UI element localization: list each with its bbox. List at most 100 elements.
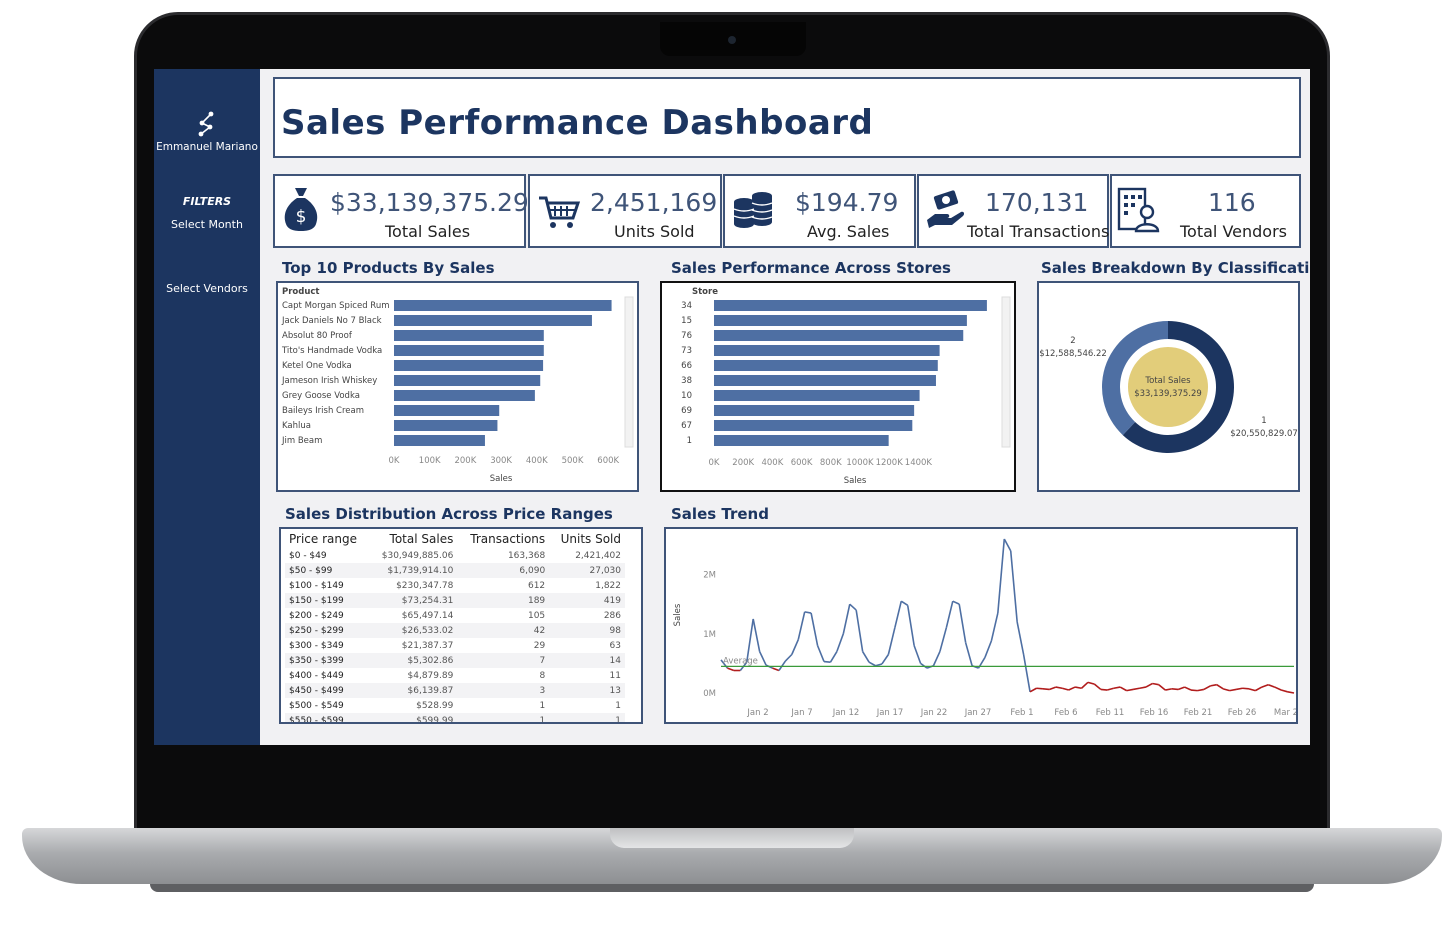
x-tick-label: Jan 27 <box>964 708 992 718</box>
trend-line-segment <box>829 651 838 663</box>
trend-line-segment <box>1254 686 1263 692</box>
price-ranges-title: Sales Distribution Across Price Ranges <box>285 505 613 523</box>
table-cell: 11 <box>609 670 621 681</box>
trend-line-segment <box>1009 550 1018 622</box>
y-tick-label: 1M <box>703 630 716 640</box>
trend-line-segment <box>1062 687 1069 691</box>
column-header[interactable]: Total Sales <box>389 532 454 546</box>
table-row: $400 - $449 $4,879.89 8 11 <box>285 668 625 683</box>
table-row: $50 - $99 $1,739,914.10 6,090 27,030 <box>285 563 625 578</box>
x-tick-label: Mar 2 <box>1274 708 1296 718</box>
table-cell: 612 <box>527 580 546 591</box>
trend-line-segment <box>1287 691 1295 694</box>
kpi-value: $33,139,375.29 <box>330 188 529 217</box>
x-tick-label: 0K <box>709 458 720 468</box>
page-title: Sales Performance Dashboard <box>281 103 874 143</box>
trend-line-segment <box>952 600 960 605</box>
x-tick-label: 1200K <box>876 458 904 468</box>
bar <box>394 360 544 371</box>
trend-line-segment <box>1093 683 1102 691</box>
trend-line-segment <box>842 603 851 634</box>
table-row: $100 - $149 $230,347.78 612 1,822 <box>285 578 625 593</box>
trend-line-segment <box>1242 687 1250 690</box>
x-axis-label: Sales <box>490 474 513 484</box>
table-cell: $6,139.87 <box>369 683 458 698</box>
top-products-title: Top 10 Products By Sales <box>282 259 495 277</box>
trend-line-segment <box>1222 688 1230 692</box>
bar-label: 73 <box>681 346 692 356</box>
trend-line-segment <box>1190 689 1198 692</box>
filters-heading: FILTERS <box>182 195 232 208</box>
bar <box>714 360 938 371</box>
trend-line-segment <box>836 633 845 652</box>
average-label: Average <box>723 656 758 666</box>
network-logo-icon <box>198 111 214 137</box>
table-cell: 3 <box>457 683 550 698</box>
bar <box>394 390 535 401</box>
bar-label: Jim Beam <box>281 436 322 446</box>
slice-value-label: $20,550,829.07 <box>1230 429 1298 439</box>
table-cell: $21,387.37 <box>401 640 454 651</box>
trend-line-segment <box>1203 685 1211 691</box>
trend-line-segment <box>875 663 883 667</box>
bar <box>394 435 485 446</box>
table-cell: $5,302.86 <box>369 653 458 668</box>
table-cell: 6,090 <box>457 563 550 578</box>
trend-line-segment <box>881 654 890 665</box>
bar <box>394 345 544 356</box>
trend-line-segment <box>1184 686 1192 691</box>
title-banner: Sales Performance Dashboard <box>273 77 1301 158</box>
brand-name: Emmanuel Mariano <box>156 141 258 153</box>
scrollbar <box>624 296 634 448</box>
kpi-units-sold: 2,451,169 Units Sold <box>528 174 722 248</box>
trend-line-segment <box>1280 689 1288 693</box>
trend-line-segment <box>1016 621 1025 655</box>
table-cell: $30,949,885.06 <box>381 550 454 561</box>
y-axis-label: Sales <box>673 603 683 626</box>
category-header: Store <box>692 287 718 297</box>
price-range-table: Price range Total Sales Transactions Uni… <box>285 531 625 722</box>
bar-label: 66 <box>681 361 692 371</box>
top-products-chart: Product Capt Morgan Spiced Rum Jack Daniel… <box>281 287 634 484</box>
bar <box>714 345 940 356</box>
kpi-value: $194.79 <box>795 188 899 217</box>
trend-line-segment <box>1267 683 1275 688</box>
trend-line-segment <box>887 627 896 655</box>
table-row: $250 - $299 $26,533.02 42 98 <box>285 623 625 638</box>
select-vendors-filter[interactable]: Select Vendors <box>166 282 248 295</box>
trend-panel: Sales 0M 1M 2M Jan 2 Jan 7 Jan 12 Jan 17 Jan 22 J… <box>664 527 1298 724</box>
trend-line-segment <box>1113 686 1121 690</box>
table-cell: $500 - $549 <box>289 700 344 711</box>
select-month-filter[interactable]: Select Month <box>171 218 243 231</box>
trend-line-segment <box>752 618 761 652</box>
bar-label: Jack Daniels No 7 Black <box>281 316 382 326</box>
x-tick-label: 200K <box>454 456 476 466</box>
sidebar: Emmanuel Mariano FILTERS Select Month Se… <box>154 69 260 745</box>
column-header[interactable]: Units Sold <box>560 532 621 546</box>
x-tick-label: 600K <box>791 458 813 468</box>
bar <box>714 420 913 431</box>
x-tick-label: Jan 12 <box>832 708 860 718</box>
table-cell: 419 <box>549 593 625 608</box>
trend-line-segment <box>1139 686 1147 690</box>
kpi-total-vendors: 116 Total Vendors <box>1110 174 1301 248</box>
trend-line-segment <box>1261 683 1269 688</box>
bar-label: 15 <box>681 316 692 326</box>
x-tick-label: 400K <box>761 458 783 468</box>
table-cell: $1,739,914.10 <box>369 563 458 578</box>
trend-line-segment <box>849 603 857 611</box>
trend-line-segment <box>939 627 948 652</box>
x-tick-label: Jan 2 <box>746 708 768 718</box>
table-cell: 105 <box>527 610 546 621</box>
trend-line-segment <box>772 667 780 672</box>
table-cell: $400 - $449 <box>289 670 344 681</box>
trend-line-segment <box>1145 682 1153 688</box>
column-header[interactable]: Price range <box>289 532 357 546</box>
center-label: Total Sales <box>1144 376 1191 386</box>
trend-line-segment <box>913 645 922 664</box>
column-header[interactable]: Transactions <box>470 532 546 546</box>
x-tick-label: 0K <box>389 456 400 466</box>
trend-line-segment <box>1274 686 1282 691</box>
trend-line-segment <box>1087 681 1095 685</box>
trend-line-segment <box>1197 688 1205 692</box>
